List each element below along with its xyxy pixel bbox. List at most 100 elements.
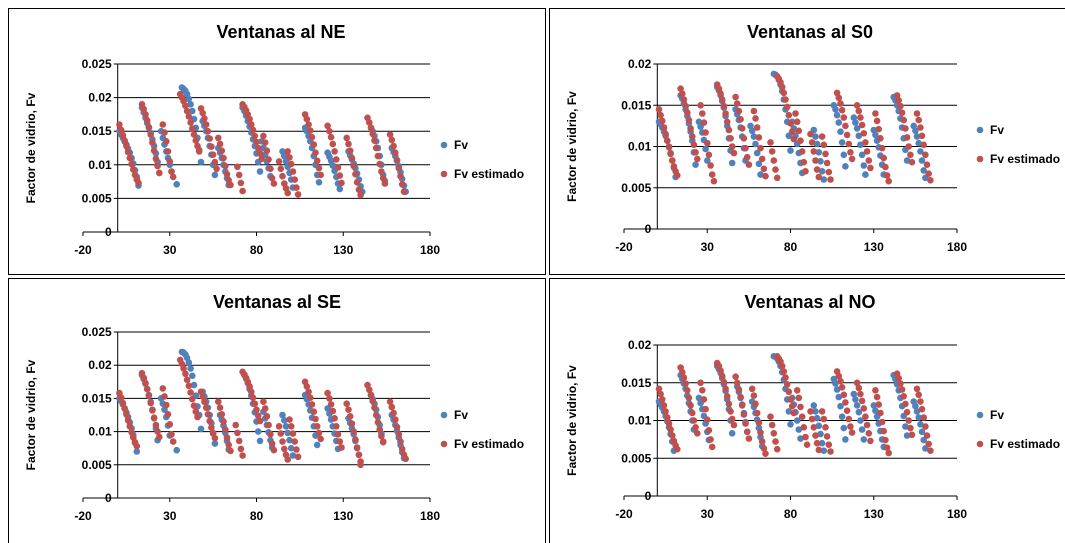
point-fv [842,436,849,443]
point-fv-estimado [346,413,354,420]
point-fv-estimado [900,116,907,124]
point-fv-estimado [353,444,361,451]
point-fv [818,168,826,175]
point-fv-estimado [670,163,678,170]
point-fv-estimado [182,102,189,109]
point-fv-estimado [707,436,714,443]
point-fv-estimado [308,401,316,408]
point-fv-estimado [222,426,229,433]
point-fv-estimado [168,431,175,438]
point-fv-estimado [855,107,863,115]
point-fv-estimado [154,162,161,170]
point-fv [913,133,921,140]
point-fv-estimado [665,144,673,151]
point-fv-estimado [715,85,723,92]
point-fv-estimado [795,127,803,135]
point-fv [795,426,803,433]
point-fv [810,402,818,409]
point-fv-estimado [152,421,160,429]
point-fv-estimado [378,168,385,175]
point-fv-estimado [220,418,227,425]
point-fv-estimado [140,374,147,382]
point-fv-estimado [708,171,716,178]
point-fv-estimado [333,156,340,163]
point-fv-estimado [873,117,881,125]
point-fv-estimado [730,421,738,429]
point-fv-estimado [218,411,226,418]
point-fv [833,386,841,393]
point-fv-estimado [788,128,796,135]
point-fv [862,171,869,178]
point-fv-estimado [823,159,831,167]
chart-panel-no: Ventanas al NO Factor de vidrio, Fv 0 0.005… [549,278,1065,543]
point-fv-estimado [858,397,866,405]
point-fv-estimado [142,111,149,118]
point-fv-estimado [885,449,892,457]
legend-label: Fv [990,408,1004,422]
y-tick-label: 0.01 [88,425,112,439]
point-fv-estimado [720,102,728,110]
point-fv-estimado [315,164,323,172]
point-fv-estimado [848,429,856,436]
point-fv-estimado [877,135,884,142]
point-fv-estimado [920,414,927,421]
point-fv-estimado [768,148,776,155]
point-fv-estimado [872,387,879,394]
point-fv-estimado [783,103,791,111]
point-fv-estimado [847,149,854,156]
point-fv-estimado [143,385,151,393]
point-fv-estimado [655,385,663,393]
point-fv-estimado [674,445,681,453]
point-fv-estimado [369,397,377,405]
point-fv [835,393,843,401]
point-fv-estimado [379,438,387,446]
point-fv-estimado [925,440,932,448]
point-fv-estimado [770,430,778,437]
point-fv-estimado [735,386,743,393]
point-fv-estimado [277,430,285,437]
point-fv-estimado [313,157,321,165]
point-fv-estimado [254,144,262,152]
point-fv-estimado [857,114,864,121]
point-fv-estimado [374,419,382,426]
chart-title: Ventanas al NO [744,292,875,312]
point-fv-estimado [390,142,397,150]
point-fv-estimado [705,151,713,159]
point-fv-estimado [778,362,786,370]
point-fv [832,106,839,113]
y-axis-label: Factor de vidrio, Fv [565,91,579,202]
point-fv-estimado [708,443,716,451]
point-fv-estimado [689,133,696,140]
point-fv-estimado [284,148,292,155]
point-fv-estimado [338,179,345,187]
point-fv [750,133,758,140]
point-fv-estimado [822,150,829,158]
point-fv [197,158,205,166]
point-fv-estimado [898,386,906,393]
point-fv [832,380,839,387]
x-tick-label: 180 [420,243,440,257]
point-fv-estimado [847,423,854,430]
point-fv-estimado [275,423,283,430]
point-fv-estimado [218,147,226,154]
legend-marker [976,155,984,163]
point-fv-estimado [685,394,693,402]
point-fv-estimado [685,116,693,124]
point-fv-estimado [727,135,734,142]
legend-marker [440,141,448,149]
point-fv-estimado [192,408,200,415]
point-fv-estimado [161,129,168,136]
point-fv-estimado [885,177,892,185]
point-fv [692,161,699,168]
x-tick-label: 30 [701,240,715,254]
point-fv-estimado [286,416,293,423]
series-fv-estimado [116,90,408,199]
point-fv-estimado [669,157,676,164]
point-fv-estimado [248,121,255,128]
point-fv-estimado [908,158,916,166]
point-fv-estimado [915,116,922,124]
point-fv-estimado [326,395,333,402]
point-fv-estimado [235,171,243,179]
point-fv-estimado [865,430,873,437]
point-fv-estimado [793,118,801,126]
